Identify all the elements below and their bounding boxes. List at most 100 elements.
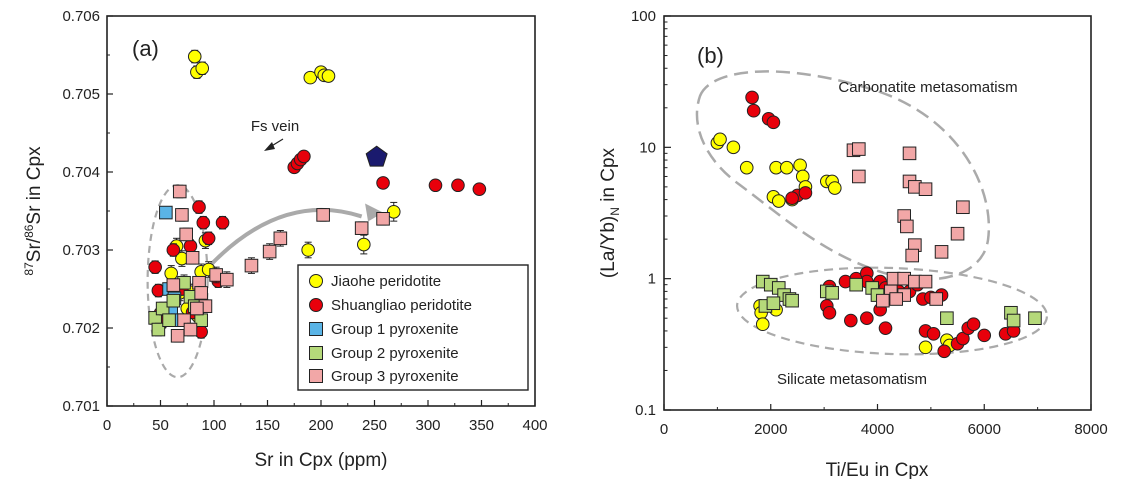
data-point-group3 <box>929 292 944 306</box>
legend-label-group1: Group 1 pyroxenite <box>331 321 459 338</box>
data-point-group3 <box>183 322 198 337</box>
data-point-group3 <box>273 231 288 246</box>
data-point-shuangliao <box>201 231 216 246</box>
panel-b-y-axis-title: (La/Yb)N in Cpx <box>598 147 622 278</box>
data-point-shuangliao <box>428 178 443 193</box>
data-point-group3 <box>918 274 933 289</box>
panel-b-envelopes <box>695 70 1049 356</box>
legend-marker-group2 <box>309 346 323 360</box>
data-point-jiaohe <box>195 61 210 76</box>
data-point-group3 <box>956 200 970 215</box>
data-point-jiaohe <box>321 69 336 83</box>
data-point-group3 <box>918 182 933 196</box>
data-point-group2 <box>1028 311 1042 326</box>
data-point-fs_vein <box>365 145 388 167</box>
y-title-sup-86: 86 <box>22 224 36 238</box>
legend-marker-shuangliao <box>309 298 323 312</box>
data-point-group2 <box>166 293 181 308</box>
legend-label-shuangliao: Shuangliao peridotite <box>331 297 472 314</box>
data-point-shuangliao <box>937 344 952 359</box>
data-point-shuangliao <box>215 215 230 230</box>
data-point-group3 <box>175 208 189 222</box>
panel-a-y-axis-title: 87Sr/86Sr in Cpx <box>22 146 45 276</box>
b-x-tick-label: 0 <box>660 421 668 438</box>
data-point-group3 <box>179 227 193 242</box>
data-point-jiaohe <box>771 194 786 208</box>
data-point-group3 <box>889 292 903 306</box>
carbonatite-annotation: Carbonatite metasomatism <box>838 79 1017 96</box>
panel-a-marks <box>148 49 487 343</box>
data-point-group3 <box>220 272 234 287</box>
data-point-shuangliao <box>192 200 206 214</box>
a-y-tick-label: 0.705 <box>62 86 100 103</box>
data-point-group3 <box>876 293 890 308</box>
data-point-shuangliao <box>878 321 893 335</box>
data-point-shuangliao <box>183 239 198 253</box>
b-y-tick-label: 0.1 <box>635 402 656 419</box>
data-point-shuangliao <box>745 90 759 105</box>
legend-marker-jiaohe <box>309 274 323 288</box>
data-point-group2 <box>825 286 839 300</box>
data-point-jiaohe <box>918 340 933 355</box>
legend-box <box>297 264 529 391</box>
b-x-tick-label: 8000 <box>1074 421 1107 438</box>
y-title-in-cpx: in Cpx <box>598 147 619 207</box>
a-x-tick-label: 200 <box>308 417 333 434</box>
data-point-shuangliao <box>798 186 813 200</box>
a-y-tick-label: 0.701 <box>62 398 100 415</box>
panel-b: 0 2000 4000 6000 8000 0.1 1 10 100 (b) Carbonati… <box>598 8 1108 479</box>
data-point-jiaohe <box>187 49 202 64</box>
data-point-shuangliao <box>966 317 981 332</box>
a-x-tick-label: 400 <box>522 417 547 434</box>
legend-label-group3: Group 3 pyroxenite <box>331 368 459 385</box>
data-point-group3 <box>905 248 919 263</box>
data-point-jiaohe <box>755 317 770 332</box>
data-point-group3 <box>194 286 208 300</box>
fs-vein-annotation: Fs vein <box>251 118 299 135</box>
data-point-group2 <box>162 313 176 327</box>
b-x-tick-label: 2000 <box>754 421 787 438</box>
a-y-tick-label: 0.703 <box>62 242 100 259</box>
a-x-tick-label: 50 <box>152 417 169 434</box>
data-point-jiaohe <box>301 243 315 257</box>
data-point-group2 <box>1006 313 1021 328</box>
panel-b-ticks: 0 2000 4000 6000 8000 0.1 1 10 100 <box>631 8 1108 438</box>
data-point-shuangliao <box>376 176 390 190</box>
data-point-group2 <box>940 311 954 326</box>
legend-marker-group3 <box>309 369 323 383</box>
data-point-group3 <box>244 258 259 273</box>
data-point-shuangliao <box>166 243 181 257</box>
a-trend-arrow-head <box>365 203 384 222</box>
panel-b-label: (b) <box>697 43 724 68</box>
panel-a-ticks: 0 50 100 150 200 250 300 350 400 0.701 0.702 0.703 0… <box>62 8 547 434</box>
silicate-annotation: Silicate metasomatism <box>777 371 927 388</box>
data-point-shuangliao <box>926 327 941 341</box>
a-y-tick-label: 0.706 <box>62 8 100 25</box>
data-point-shuangliao <box>822 305 837 320</box>
b-y-tick-label: 10 <box>639 139 656 156</box>
legend-label-jiaohe: Jiaohe peridotite <box>331 273 441 290</box>
data-point-group3 <box>170 329 185 343</box>
data-point-group3 <box>902 146 917 161</box>
y-title-end: Sr in Cpx <box>24 146 45 225</box>
data-point-group2 <box>849 277 863 292</box>
a-x-tick-label: 300 <box>415 417 440 434</box>
y-title-la-yb: (La/Yb) <box>598 216 619 278</box>
panel-a-x-axis-title: Sr in Cpx (ppm) <box>254 450 387 471</box>
a-x-tick-label: 150 <box>255 417 280 434</box>
b-x-tick-label: 6000 <box>968 421 1001 438</box>
data-point-jiaohe <box>828 181 842 195</box>
data-point-jiaohe <box>357 237 371 252</box>
data-point-group3 <box>190 301 204 316</box>
data-point-jiaohe <box>779 160 794 175</box>
b-x-tick-label: 4000 <box>861 421 894 438</box>
panel-b-frame <box>663 15 1092 411</box>
data-point-shuangliao <box>196 215 211 230</box>
panel-b-x-axis-title: Ti/Eu in Cpx <box>826 460 929 479</box>
panel-b-marks <box>710 90 1042 359</box>
data-point-group3 <box>172 184 187 199</box>
data-point-group3 <box>166 278 181 292</box>
data-point-jiaohe <box>386 204 401 219</box>
data-point-jiaohe <box>793 158 807 173</box>
